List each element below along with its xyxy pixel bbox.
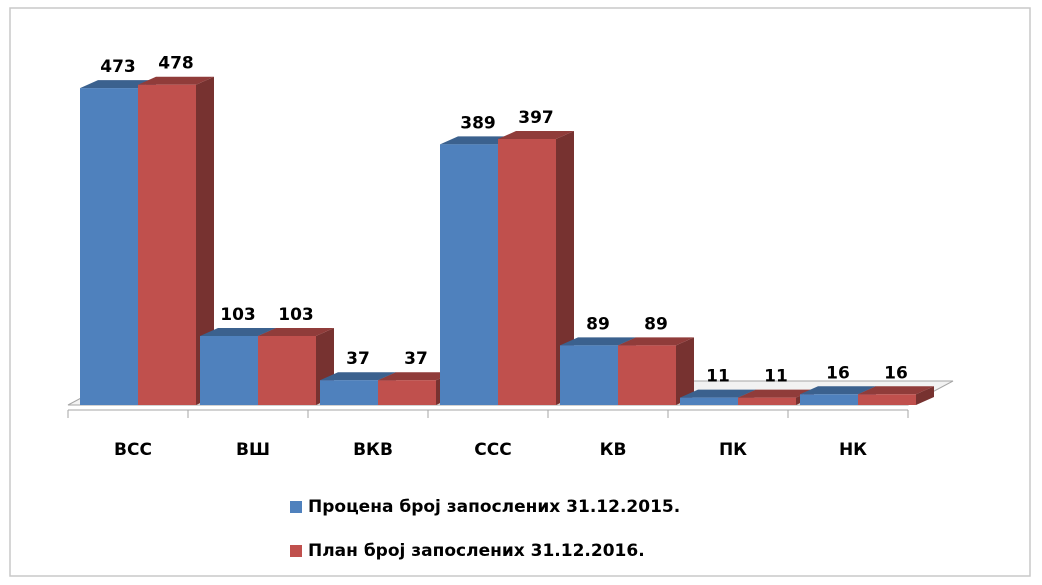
bar-top [200,327,276,336]
bar-side [196,76,214,406]
bar [200,335,258,405]
bar [80,88,138,405]
x-tick-label: КВ [600,440,627,460]
data-label: 89 [644,314,668,334]
legend-swatch [290,501,302,513]
data-label: 11 [706,367,730,387]
bar [858,394,916,405]
data-label: 389 [460,113,496,133]
bar-top [80,80,156,89]
data-label: 473 [100,57,136,77]
bar [378,380,436,405]
bar-top [858,386,934,395]
bar-top [618,337,694,346]
bar [800,394,858,405]
bar [680,397,738,405]
bar-side [916,386,934,405]
x-tick-label: НК [839,440,867,460]
bar-top [258,327,334,336]
data-label: 397 [518,108,554,128]
bar [618,345,676,405]
x-tick-label: ВСС [114,440,152,460]
legend-swatch [290,545,302,557]
bar-top [800,386,876,395]
bar [320,380,378,405]
bar [440,144,498,405]
bar-side [676,337,694,405]
bar-top [560,337,636,346]
data-label: 103 [278,305,314,325]
x-tick-label: ПК [719,440,747,460]
x-tick-label: ВШ [236,440,270,460]
bar-top [320,372,396,381]
x-tick-label: ВКВ [353,440,393,460]
bar [738,397,796,405]
data-label: 16 [884,363,908,383]
data-label: 103 [220,305,256,325]
bar [258,335,316,405]
bar [498,139,556,405]
bar-top [138,76,214,85]
data-label: 16 [826,363,850,383]
bar [138,84,196,406]
bar [560,345,618,405]
data-label: 89 [586,314,610,334]
bar-top [498,131,574,140]
x-tick-label: ССС [474,440,511,460]
bar-top [378,372,454,381]
data-label: 11 [764,367,788,387]
bar-top [680,389,756,398]
data-label: 37 [346,349,370,369]
legend-label: Процена број запослених 31.12.2015. [308,497,680,517]
bar-side [556,131,574,405]
bar-top [440,136,516,145]
data-label: 478 [158,54,194,74]
legend-label: План број запослених 31.12.2016. [308,541,645,561]
data-label: 37 [404,349,428,369]
bar-top [738,389,814,398]
